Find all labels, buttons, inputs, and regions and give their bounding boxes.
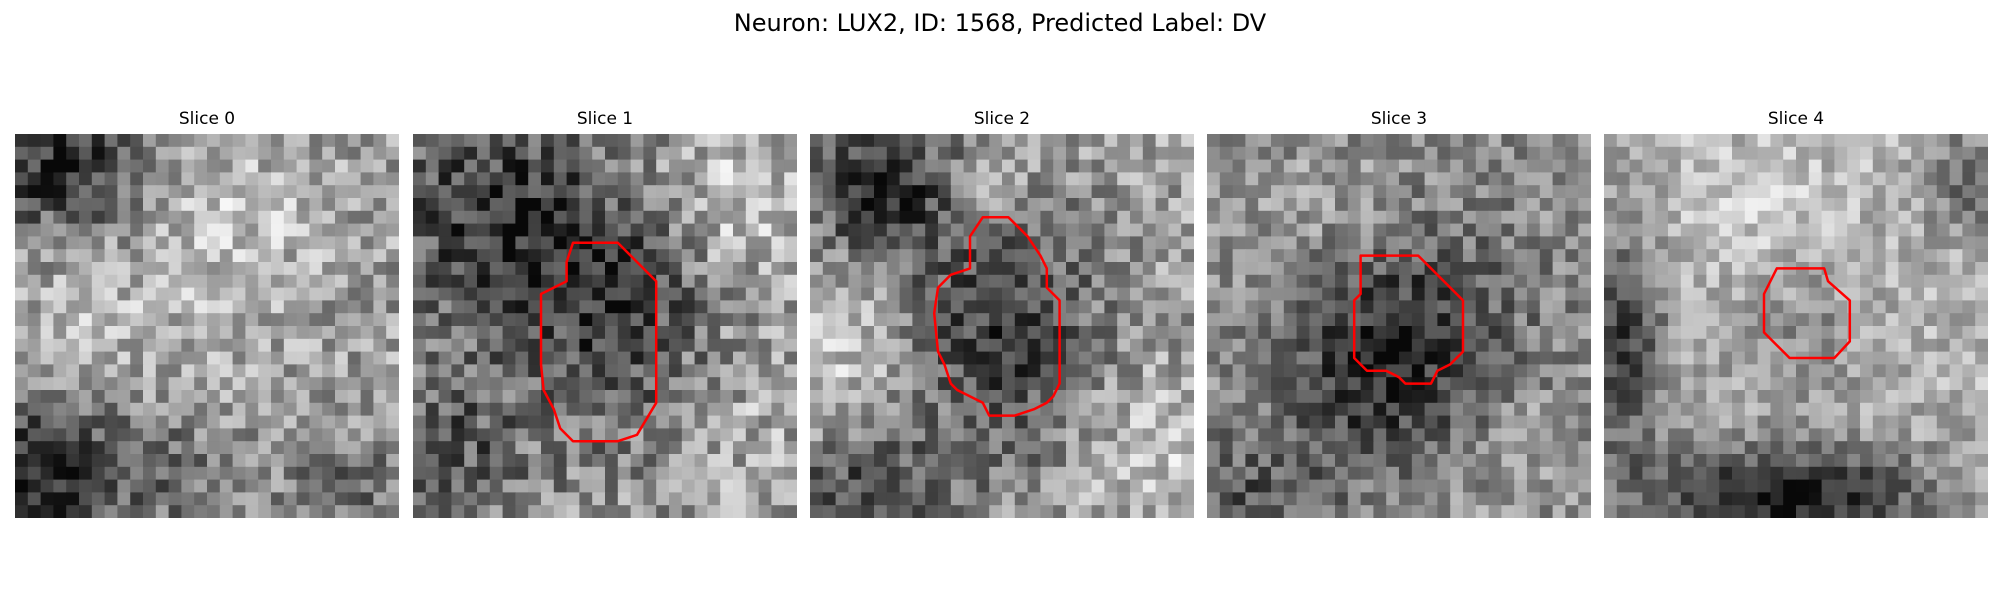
slice-image: [1207, 134, 1591, 518]
slice-title: Slice 2: [973, 109, 1031, 129]
roi-contour: [1762, 267, 1852, 360]
roi-contour: [1352, 254, 1465, 385]
slice-title: Slice 0: [178, 109, 236, 129]
slice-title: Slice 1: [576, 109, 634, 129]
slice-title: Slice 3: [1370, 109, 1428, 129]
slice-image: [15, 134, 399, 518]
roi-contour: [539, 241, 658, 443]
slice-image: [810, 134, 1194, 518]
figure-title: Neuron: LUX2, ID: 1568, Predicted Label:…: [733, 9, 1267, 37]
roi-contour: [932, 215, 1061, 417]
slice-image: [413, 134, 797, 518]
slice-image: [1604, 134, 1988, 518]
slice-title: Slice 4: [1767, 109, 1825, 129]
